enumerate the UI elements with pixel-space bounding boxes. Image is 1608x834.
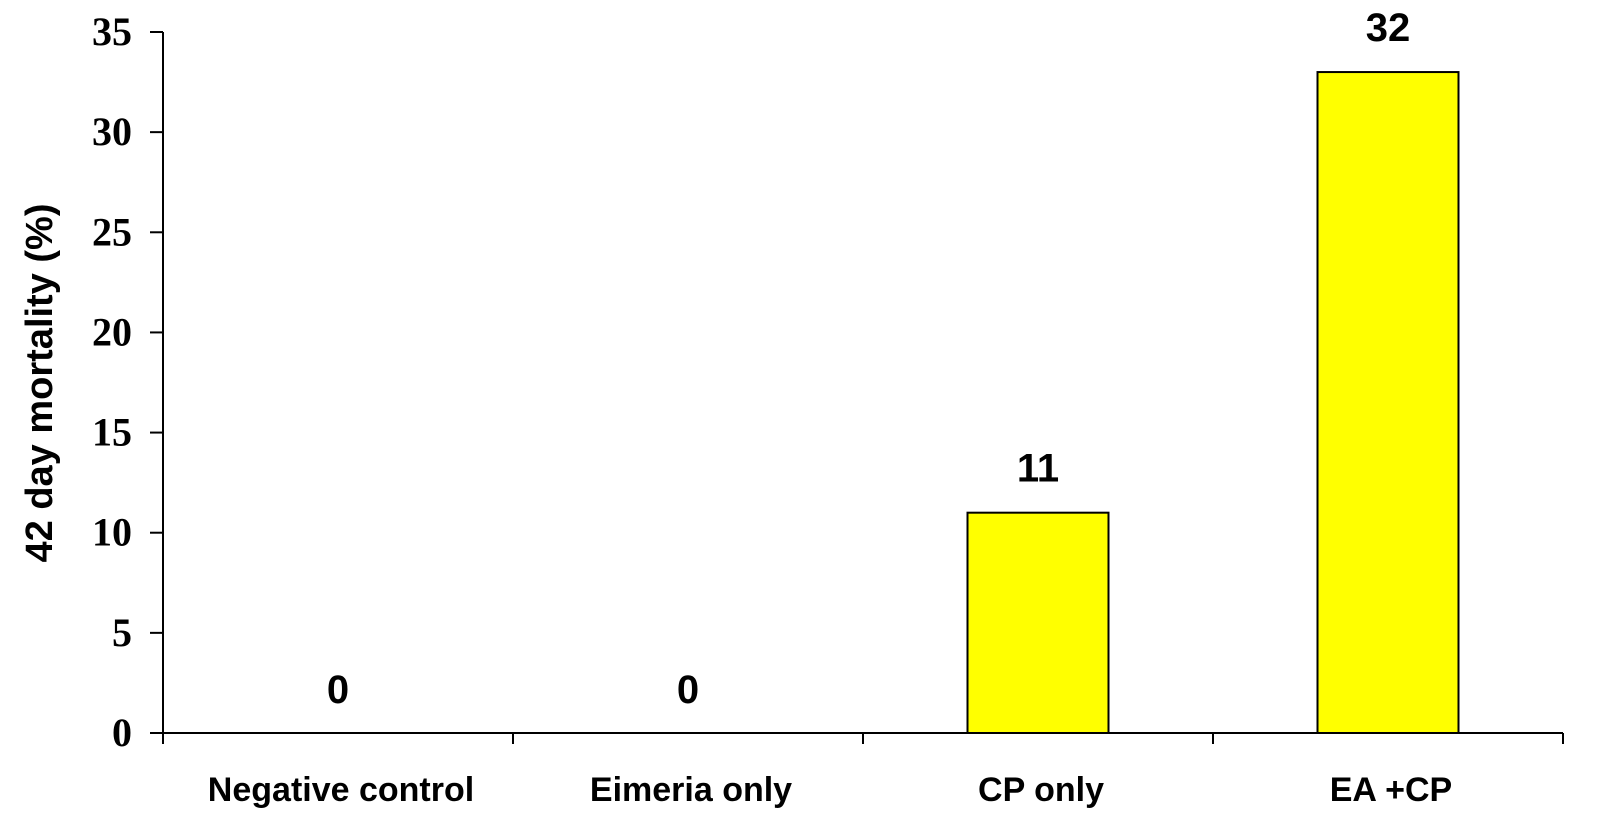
x-tick-label: CP only	[978, 771, 1104, 809]
y-tick-label: 10	[92, 510, 132, 555]
data-label: 32	[1366, 6, 1411, 50]
bar-3	[1316, 71, 1460, 735]
y-axis-title: 42 day mortality (%)	[19, 204, 61, 563]
y-tick-label: 35	[92, 9, 132, 54]
bar-2	[966, 511, 1110, 735]
y-ticks-group: 0 5 10 15 20 25 30 35	[92, 9, 163, 755]
y-tick-label: 0	[112, 710, 132, 755]
x-tick-label: Eimeria only	[590, 771, 792, 809]
data-labels-group: 0 0 11 32	[327, 6, 1410, 712]
y-tick-label: 30	[92, 109, 132, 154]
y-tick-label: 25	[92, 209, 132, 254]
bars-group	[966, 71, 1460, 735]
data-label: 0	[327, 668, 349, 712]
data-label: 0	[677, 668, 699, 712]
x-ticks-group: Negative control Eimeria only CP only EA +C…	[162, 733, 1564, 809]
y-tick-label: 5	[112, 610, 132, 655]
y-tick-label: 15	[92, 410, 132, 455]
x-tick-label: Negative control	[208, 771, 474, 809]
y-tick-label: 20	[92, 309, 132, 354]
x-tick-label: EA +CP	[1330, 771, 1453, 809]
data-label: 11	[1017, 447, 1059, 491]
